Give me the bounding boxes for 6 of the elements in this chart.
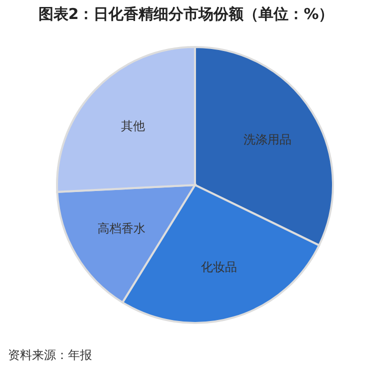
slice-label: 其他 xyxy=(121,119,145,134)
slice-label: 化妆品 xyxy=(200,260,237,274)
slice-label: 洗涤用品 xyxy=(244,132,292,147)
chart-title: 图表2：日化香精细分市场份额（单位：%） xyxy=(38,5,334,23)
slice-label: 高档香水 xyxy=(97,222,146,236)
text: 资料来源：年报 xyxy=(8,348,92,362)
